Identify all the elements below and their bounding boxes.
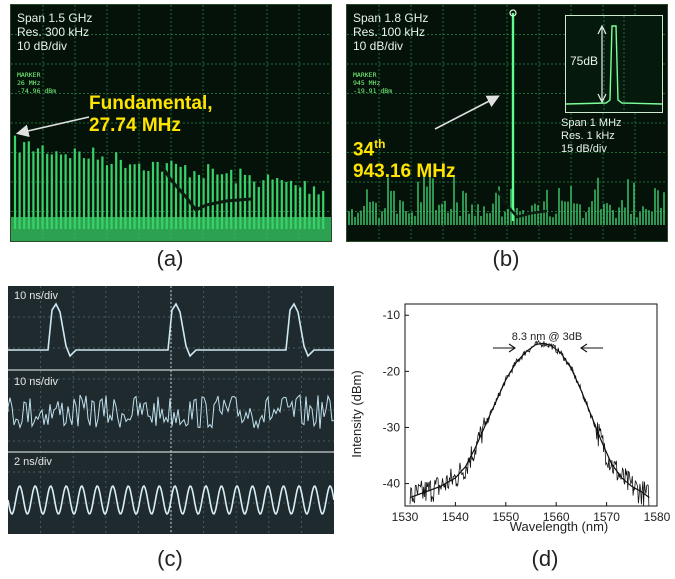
x-tick-label: 1540 [442,510,469,524]
spectrum-screen-a: Span 1.5 GHz Res. 300 kHz 10 dB/div MARK… [10,4,332,242]
fundamental-label: Fundamental, 27.74 MHz [89,93,213,137]
harmonic-label-line1: 34th [353,133,455,161]
marker-freq-b: 945 MHz [353,79,381,87]
x-tick-label: 1570 [593,510,620,524]
scale-readout-b: 10 dB/div [353,39,404,53]
marker-readout-a: MARKER 26 MHz -74.96 dBm [17,71,56,95]
inset-panel: 75dB [565,15,663,113]
marker-title-a: MARKER [17,71,41,79]
dense-trace [8,394,334,430]
x-axis-label: Wavelength (nm) [510,519,609,534]
y-axis-label: Intensity (dBm) [349,370,364,457]
inset-scale-readout: 15 dB/div [561,143,607,155]
fwhm-annotation: 8.3 nm @ 3dB [512,331,582,343]
x-tick-label: 1530 [392,510,419,524]
x-tick-label: 1550 [492,510,519,524]
caption-a: (a) [156,246,184,271]
optical-spectrum-chart: 1530 1540 1550 1560 1570 1580 -10 -20 -30 -40 Wav… [349,303,671,534]
harmonic-label-line2: 943.16 MHz [353,161,456,183]
marker-dot-b [509,9,517,17]
inset-resolution-readout: Res. 1 kHz [561,130,615,142]
resolution-readout-b: Res. 100 kHz [353,25,426,39]
spectrum-series [409,342,650,499]
timebase-label-2: 10 ns/div [14,376,59,388]
marker-title-b: MARKER [353,71,377,79]
inset-dynamic-range: 75dB [570,54,599,68]
caption-d: (d) [531,546,559,571]
noise-band-a [11,217,331,241]
marker-readout-b: MARKER 945 MHz -19.91 dBm [353,71,392,95]
oscilloscope-plot [8,286,334,534]
spectrum-screen-b: Span 1.8 GHz Res. 100 kHz 10 dB/div MARK… [346,4,668,242]
y-tick-label: -10 [383,308,401,322]
panel-c: 10 ns/div 10 ns/div 2 ns/div (c) [0,284,340,579]
fundamental-label-line1: Fundamental, [89,93,213,114]
x-tick-label: 1560 [543,510,570,524]
spectrum-plot-b [347,5,667,241]
spectrum-plot-a [11,5,331,241]
y-tick-label: -20 [383,364,401,378]
arrow-icon [434,95,500,130]
spectrum-noise [409,339,650,507]
x-tick-label: 1580 [644,510,671,524]
span-readout-b: Span 1.8 GHz [353,11,429,25]
settings-b: Span 1.8 GHz Res. 100 kHz 10 dB/div [353,11,428,53]
timebase-label-3: 2 ns/div [14,456,52,468]
panel-b: Span 1.8 GHz Res. 100 kHz 10 dB/div MARK… [340,0,675,280]
inset-settings: Span 1 MHz Res. 1 kHz 15 dB/div [561,117,622,156]
panel-d: 1530 1540 1550 1560 1570 1580 -10 -20 -30 -40 Wav… [345,284,675,579]
inset-span-readout: Span 1 MHz [561,117,622,129]
marker-level-a: -74.96 dBm [17,87,57,95]
plot-frame [404,303,658,507]
fundamental-label-line2: 27.74 MHz [89,115,181,136]
caption-c: (c) [157,546,183,571]
timebase-label-1: 10 ns/div [14,290,59,302]
scale-readout-a: 10 dB/div [17,39,68,53]
resolution-readout-a: Res. 300 kHz [17,25,90,39]
pulse-trace [8,302,334,358]
oscilloscope-screen: 10 ns/div 10 ns/div 2 ns/div [8,286,334,534]
harmonic-label: 34th 943.16 MHz [353,133,455,183]
y-tick-label: -30 [383,420,401,434]
noise-floor-b [495,189,548,219]
noise-floor-a [159,164,252,212]
harmonic-order: 34 [353,139,375,161]
arrow-icon [15,116,90,138]
harmonic-order-suffix: th [374,137,386,151]
inset-spectrum [566,16,662,112]
sine-trace [8,484,334,516]
caption-b: (b) [492,246,520,271]
span-readout-a: Span 1.5 GHz [17,11,93,25]
y-tick-label: -40 [383,477,401,491]
settings-a: Span 1.5 GHz Res. 300 kHz 10 dB/div [17,11,92,53]
spectrum-noise-trace [409,339,650,507]
marker-level-b: -19.91 dBm [353,87,393,95]
fwhm-arrows [493,343,603,353]
marker-freq-a: 26 MHz [17,79,41,87]
panel-a: Span 1.5 GHz Res. 300 kHz 10 dB/div MARK… [0,0,335,280]
